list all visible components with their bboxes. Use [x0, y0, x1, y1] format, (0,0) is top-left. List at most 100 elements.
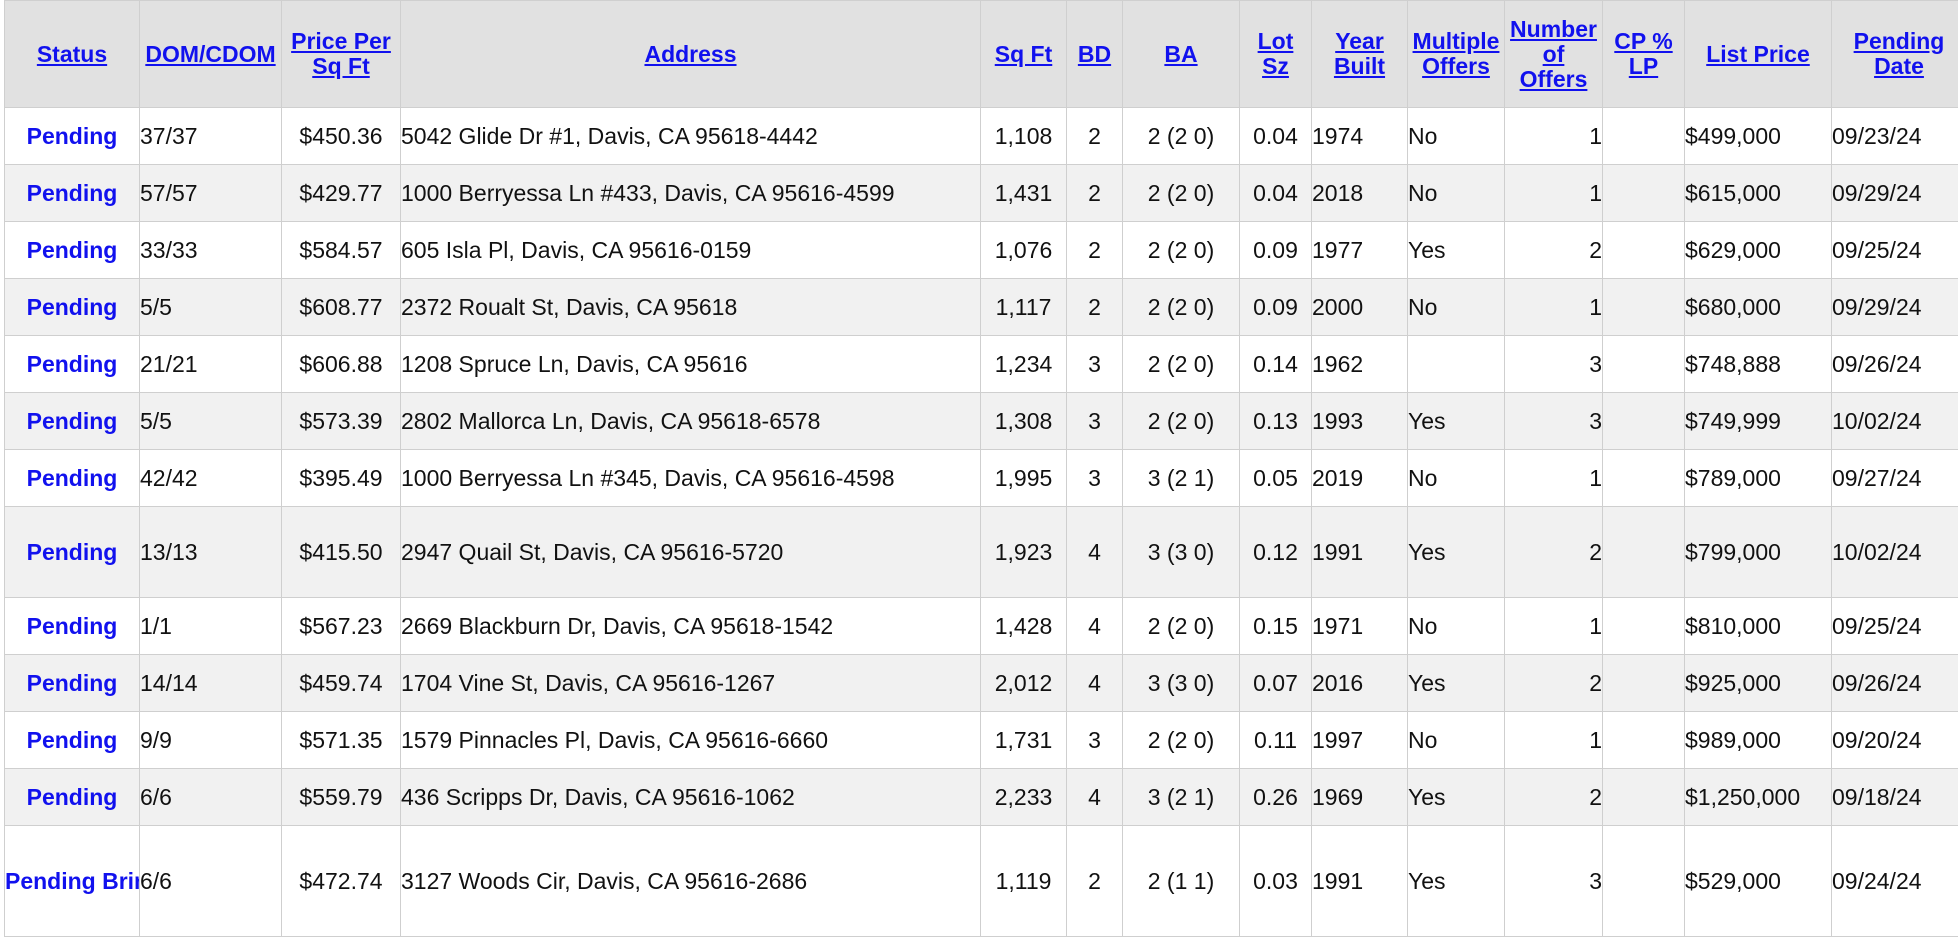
sort-link-pending-date[interactable]: Pending Date: [1853, 28, 1945, 79]
address-cell: 1000 Berryessa Ln #433, Davis, CA 95616-…: [400, 164, 981, 222]
address-cell: 1579 Pinnacles Pl, Davis, CA 95616-6660: [400, 711, 981, 769]
ba-cell: 3 (2 1): [1122, 768, 1240, 826]
status-link[interactable]: Pending: [4, 597, 140, 655]
status-link[interactable]: Pending: [4, 278, 140, 336]
ba-cell: 2 (2 0): [1122, 278, 1240, 336]
column-header-ba[interactable]: BA: [1122, 0, 1240, 108]
sort-link-ba[interactable]: BA: [1164, 40, 1198, 67]
price-per-sqft-cell: $559.79: [281, 768, 401, 826]
table-row[interactable]: Pending Bring Backup 6/6 $472.74 3127 Wo…: [4, 825, 1958, 937]
sort-link-cp-lp[interactable]: CP % LP: [1614, 28, 1673, 79]
year-built-cell: 2018: [1311, 164, 1408, 222]
sort-link-status[interactable]: Status: [36, 40, 108, 67]
sort-link-dom-cdom[interactable]: DOM/CDOM: [145, 40, 276, 67]
cp-lp-cell: [1602, 335, 1685, 393]
lot-size-cell: 0.12: [1239, 506, 1312, 598]
multiple-offers-cell: Yes: [1407, 506, 1505, 598]
status-link[interactable]: Pending: [4, 335, 140, 393]
sort-link-list-price[interactable]: List Price: [1706, 40, 1810, 67]
status-link[interactable]: Pending: [4, 654, 140, 712]
status-link[interactable]: Pending: [4, 449, 140, 507]
cp-lp-cell: [1602, 449, 1685, 507]
status-link[interactable]: Pending Bring Backup: [4, 825, 140, 937]
address-cell: 5042 Glide Dr #1, Davis, CA 95618-4442: [400, 107, 981, 165]
price-per-sqft-cell: $450.36: [281, 107, 401, 165]
table-row[interactable]: Pending 6/6 $559.79 436 Scripps Dr, Davi…: [4, 768, 1958, 826]
list-price-cell: $799,000: [1684, 506, 1832, 598]
sort-link-price-per-sqft[interactable]: Price Per Sq Ft: [291, 28, 391, 79]
status-link[interactable]: Pending: [4, 711, 140, 769]
price-per-sqft-cell: $415.50: [281, 506, 401, 598]
table-row[interactable]: Pending 9/9 $571.35 1579 Pinnacles Pl, D…: [4, 711, 1958, 769]
sqft-cell: 1,308: [980, 392, 1067, 450]
dom-cdom-cell: 42/42: [139, 449, 282, 507]
column-header-cp-lp[interactable]: CP % LP: [1602, 0, 1685, 108]
number-of-offers-cell: 1: [1504, 711, 1603, 769]
column-header-list-price[interactable]: List Price: [1684, 0, 1832, 108]
sort-link-sqft[interactable]: Sq Ft: [994, 40, 1053, 67]
list-price-cell: $499,000: [1684, 107, 1832, 165]
status-link[interactable]: Pending: [4, 164, 140, 222]
status-link[interactable]: Pending: [4, 506, 140, 598]
table-row[interactable]: Pending 5/5 $608.77 2372 Roualt St, Davi…: [4, 278, 1958, 336]
table-row[interactable]: Pending 42/42 $395.49 1000 Berryessa Ln …: [4, 449, 1958, 507]
lot-size-cell: 0.09: [1239, 221, 1312, 279]
bd-cell: 4: [1066, 506, 1123, 598]
number-of-offers-cell: 1: [1504, 164, 1603, 222]
table-row[interactable]: Pending 13/13 $415.50 2947 Quail St, Dav…: [4, 506, 1958, 598]
table-row[interactable]: Pending 21/21 $606.88 1208 Spruce Ln, Da…: [4, 335, 1958, 393]
column-header-price-per-sqft[interactable]: Price Per Sq Ft: [281, 0, 401, 108]
status-link[interactable]: Pending: [4, 392, 140, 450]
status-link[interactable]: Pending: [4, 107, 140, 165]
column-header-pending-date[interactable]: Pending Date: [1831, 0, 1958, 108]
status-link[interactable]: Pending: [4, 221, 140, 279]
year-built-cell: 2016: [1311, 654, 1408, 712]
column-header-status[interactable]: Status: [4, 0, 140, 108]
bd-cell: 2: [1066, 107, 1123, 165]
column-header-lot-size[interactable]: Lot Sz: [1239, 0, 1312, 108]
ba-cell: 2 (2 0): [1122, 107, 1240, 165]
year-built-cell: 1991: [1311, 506, 1408, 598]
bd-cell: 4: [1066, 768, 1123, 826]
ba-cell: 2 (2 0): [1122, 392, 1240, 450]
table-row[interactable]: Pending 57/57 $429.77 1000 Berryessa Ln …: [4, 164, 1958, 222]
column-header-dom-cdom[interactable]: DOM/CDOM: [139, 0, 282, 108]
list-price-cell: $748,888: [1684, 335, 1832, 393]
cp-lp-cell: [1602, 221, 1685, 279]
number-of-offers-cell: 2: [1504, 768, 1603, 826]
column-header-year-built[interactable]: Year Built: [1311, 0, 1408, 108]
column-header-number-of-offers[interactable]: Number of Offers: [1504, 0, 1603, 108]
sqft-cell: 2,012: [980, 654, 1067, 712]
number-of-offers-cell: 2: [1504, 654, 1603, 712]
column-header-bd[interactable]: BD: [1066, 0, 1123, 108]
table-row[interactable]: Pending 33/33 $584.57 605 Isla Pl, Davis…: [4, 221, 1958, 279]
status-link[interactable]: Pending: [4, 768, 140, 826]
bd-cell: 3: [1066, 449, 1123, 507]
cp-lp-cell: [1602, 768, 1685, 826]
pending-date-cell: 09/26/24: [1831, 654, 1958, 712]
sort-link-bd[interactable]: BD: [1077, 40, 1112, 67]
table-row[interactable]: Pending 1/1 $567.23 2669 Blackburn Dr, D…: [4, 597, 1958, 655]
multiple-offers-cell: Yes: [1407, 825, 1505, 937]
table-header: Status DOM/CDOM Price Per Sq Ft Address …: [4, 0, 1958, 108]
sort-link-multiple-offers[interactable]: Multiple Offers: [1412, 28, 1500, 79]
table-row[interactable]: Pending 14/14 $459.74 1704 Vine St, Davi…: [4, 654, 1958, 712]
bd-cell: 2: [1066, 278, 1123, 336]
sort-link-address[interactable]: Address: [644, 40, 737, 67]
column-header-sqft[interactable]: Sq Ft: [980, 0, 1067, 108]
sort-link-number-of-offers[interactable]: Number of Offers: [1510, 15, 1597, 92]
table-row[interactable]: Pending 5/5 $573.39 2802 Mallorca Ln, Da…: [4, 392, 1958, 450]
address-cell: 2947 Quail St, Davis, CA 95616-5720: [400, 506, 981, 598]
lot-size-cell: 0.13: [1239, 392, 1312, 450]
table-row[interactable]: Pending 37/37 $450.36 5042 Glide Dr #1, …: [4, 107, 1958, 165]
sort-link-lot-size[interactable]: Lot Sz: [1257, 28, 1294, 79]
price-per-sqft-cell: $608.77: [281, 278, 401, 336]
sort-link-year-built[interactable]: Year Built: [1333, 28, 1386, 79]
column-header-multiple-offers[interactable]: Multiple Offers: [1407, 0, 1505, 108]
list-price-cell: $1,250,000: [1684, 768, 1832, 826]
column-header-address[interactable]: Address: [400, 0, 981, 108]
cp-lp-cell: [1602, 107, 1685, 165]
multiple-offers-cell: Yes: [1407, 768, 1505, 826]
dom-cdom-cell: 1/1: [139, 597, 282, 655]
multiple-offers-cell: [1407, 335, 1505, 393]
